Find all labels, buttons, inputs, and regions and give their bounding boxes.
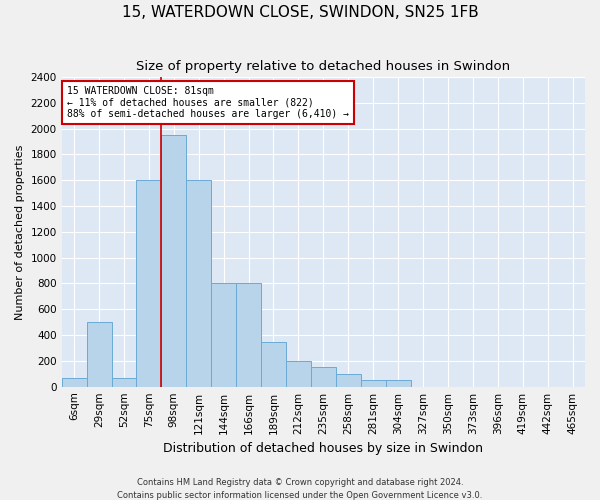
Title: Size of property relative to detached houses in Swindon: Size of property relative to detached ho…: [136, 60, 511, 73]
Bar: [261, 342, 286, 386]
Text: 15, WATERDOWN CLOSE, SWINDON, SN25 1FB: 15, WATERDOWN CLOSE, SWINDON, SN25 1FB: [122, 5, 478, 20]
Bar: [336, 374, 361, 386]
X-axis label: Distribution of detached houses by size in Swindon: Distribution of detached houses by size …: [163, 442, 484, 455]
Bar: [211, 284, 236, 387]
Bar: [62, 378, 86, 386]
Bar: [286, 361, 311, 386]
Text: 15 WATERDOWN CLOSE: 81sqm
← 11% of detached houses are smaller (822)
88% of semi: 15 WATERDOWN CLOSE: 81sqm ← 11% of detac…: [67, 86, 349, 120]
Bar: [86, 322, 112, 386]
Bar: [236, 284, 261, 387]
Bar: [311, 368, 336, 386]
Bar: [386, 380, 410, 386]
Text: Contains HM Land Registry data © Crown copyright and database right 2024.
Contai: Contains HM Land Registry data © Crown c…: [118, 478, 482, 500]
Bar: [112, 378, 136, 386]
Bar: [136, 180, 161, 386]
Y-axis label: Number of detached properties: Number of detached properties: [15, 144, 25, 320]
Bar: [361, 380, 386, 386]
Bar: [186, 180, 211, 386]
Bar: [161, 135, 186, 386]
